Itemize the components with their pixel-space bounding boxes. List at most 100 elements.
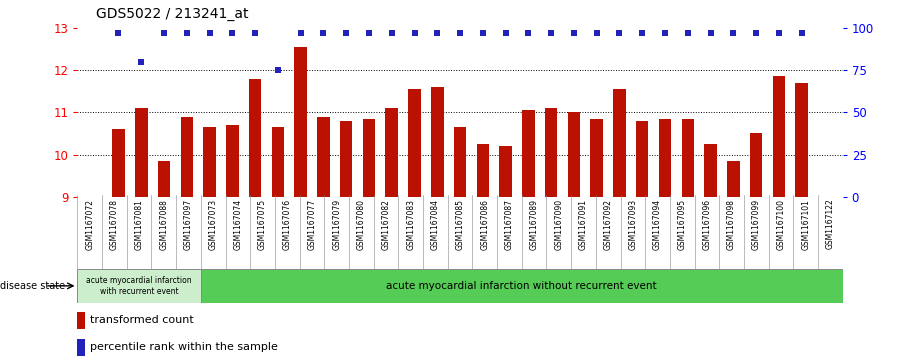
Bar: [568, 112, 580, 197]
Bar: [727, 161, 740, 197]
Point: [202, 30, 217, 36]
Text: GSM1167090: GSM1167090: [554, 199, 563, 250]
Bar: [77, 269, 200, 303]
Text: GDS5022 / 213241_at: GDS5022 / 213241_at: [96, 7, 248, 21]
Point: [293, 30, 308, 36]
Text: GSM1167095: GSM1167095: [678, 199, 687, 250]
Bar: [112, 129, 125, 197]
Text: GSM1167072: GSM1167072: [86, 199, 94, 250]
Point: [521, 30, 536, 36]
Bar: [317, 117, 330, 197]
Text: acute myocardial infarction
with recurrent event: acute myocardial infarction with recurre…: [87, 276, 192, 295]
Bar: [704, 144, 717, 197]
Bar: [249, 78, 261, 197]
Bar: [408, 89, 421, 197]
Bar: [773, 77, 785, 197]
Text: GSM1167094: GSM1167094: [653, 199, 662, 250]
Point: [476, 30, 490, 36]
Text: disease state: disease state: [0, 281, 65, 291]
Bar: [499, 146, 512, 197]
Bar: [200, 269, 843, 303]
Point: [111, 30, 126, 36]
Point: [589, 30, 604, 36]
Bar: [363, 119, 375, 197]
Bar: [795, 83, 808, 197]
Bar: [340, 121, 353, 197]
Text: GSM1167082: GSM1167082: [382, 199, 391, 249]
Text: GSM1167089: GSM1167089: [529, 199, 538, 250]
Bar: [77, 339, 85, 356]
Text: transformed count: transformed count: [89, 315, 193, 325]
Point: [612, 30, 627, 36]
Point: [179, 30, 194, 36]
Bar: [681, 119, 694, 197]
Point: [703, 30, 718, 36]
Point: [726, 30, 741, 36]
Bar: [226, 125, 239, 197]
Point: [544, 30, 558, 36]
Text: GSM1167077: GSM1167077: [307, 199, 316, 250]
Point: [248, 30, 262, 36]
Bar: [545, 108, 558, 197]
Point: [794, 30, 809, 36]
Point: [384, 30, 399, 36]
Text: GSM1167099: GSM1167099: [752, 199, 761, 250]
Text: GSM1167097: GSM1167097: [184, 199, 193, 250]
Text: acute myocardial infarction without recurrent event: acute myocardial infarction without recu…: [386, 281, 657, 291]
Text: GSM1167100: GSM1167100: [776, 199, 785, 250]
Bar: [476, 144, 489, 197]
Bar: [271, 127, 284, 197]
Point: [339, 30, 353, 36]
Bar: [180, 117, 193, 197]
Text: GSM1167078: GSM1167078: [110, 199, 119, 250]
Text: percentile rank within the sample: percentile rank within the sample: [89, 342, 278, 352]
Point: [681, 30, 695, 36]
Bar: [158, 161, 170, 197]
Text: GSM1167079: GSM1167079: [333, 199, 341, 250]
Text: GSM1167092: GSM1167092: [604, 199, 613, 250]
Point: [430, 30, 445, 36]
Point: [316, 30, 331, 36]
Text: GSM1167074: GSM1167074: [233, 199, 242, 250]
Bar: [750, 134, 763, 197]
Bar: [659, 119, 671, 197]
Text: GSM1167088: GSM1167088: [159, 199, 169, 249]
Bar: [203, 127, 216, 197]
Point: [772, 30, 786, 36]
Text: GSM1167084: GSM1167084: [431, 199, 440, 250]
Bar: [385, 108, 398, 197]
Point: [271, 67, 285, 73]
Point: [635, 30, 650, 36]
Text: GSM1167087: GSM1167087: [505, 199, 514, 250]
Text: GSM1167091: GSM1167091: [579, 199, 588, 250]
Bar: [431, 87, 444, 197]
Text: GSM1167122: GSM1167122: [826, 199, 834, 249]
Bar: [135, 108, 148, 197]
Point: [407, 30, 422, 36]
Text: GSM1167098: GSM1167098: [727, 199, 736, 250]
Point: [362, 30, 376, 36]
Point: [453, 30, 467, 36]
Point: [498, 30, 513, 36]
Point: [157, 30, 171, 36]
Text: GSM1167076: GSM1167076: [282, 199, 292, 250]
Point: [567, 30, 581, 36]
Point: [749, 30, 763, 36]
Point: [134, 59, 148, 65]
Bar: [613, 89, 626, 197]
Point: [658, 30, 672, 36]
Text: GSM1167073: GSM1167073: [209, 199, 218, 250]
Text: GSM1167096: GSM1167096: [702, 199, 711, 250]
Text: GSM1167101: GSM1167101: [801, 199, 810, 249]
Text: GSM1167081: GSM1167081: [135, 199, 144, 249]
Bar: [294, 47, 307, 197]
Bar: [636, 121, 649, 197]
Text: GSM1167086: GSM1167086: [480, 199, 489, 250]
Bar: [77, 312, 85, 329]
Point: [225, 30, 240, 36]
Bar: [522, 110, 535, 197]
Bar: [590, 119, 603, 197]
Text: GSM1167080: GSM1167080: [357, 199, 366, 250]
Text: GSM1167075: GSM1167075: [258, 199, 267, 250]
Text: GSM1167085: GSM1167085: [456, 199, 465, 250]
